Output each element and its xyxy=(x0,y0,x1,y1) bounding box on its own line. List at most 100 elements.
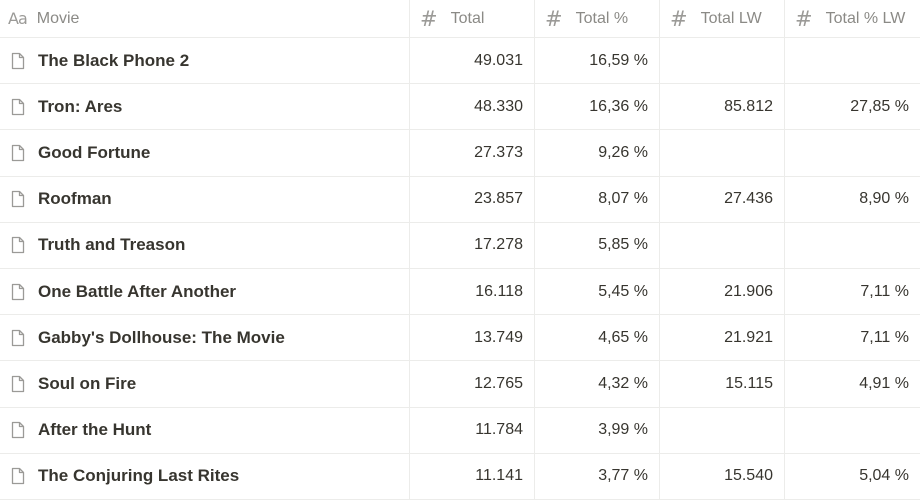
cell-movie[interactable]: Truth and Treason xyxy=(0,222,410,268)
cell-movie[interactable]: Soul on Fire xyxy=(0,361,410,407)
cell-total-pct-lw[interactable] xyxy=(785,38,920,83)
table-row[interactable]: After the Hunt 11.784 3,99 % xyxy=(0,407,920,454)
total-pct-value: 3,77 % xyxy=(598,467,648,485)
total-value: 12.765 xyxy=(474,374,523,392)
table-row[interactable]: Good Fortune 27.373 9,26 % xyxy=(0,130,920,177)
cell-total[interactable]: 11.784 xyxy=(410,407,535,453)
movie-title: Soul on Fire xyxy=(38,373,137,393)
cell-total-pct[interactable]: 3,77 % xyxy=(535,453,660,499)
cell-total-pct-lw[interactable]: 5,04 % xyxy=(785,454,920,499)
cell-total-pct[interactable]: 5,45 % xyxy=(535,268,660,315)
page-icon xyxy=(11,237,25,254)
cell-total-pct-lw[interactable] xyxy=(785,130,920,175)
column-header-label: Total % LW xyxy=(825,9,906,27)
cell-total-lw[interactable]: 85.812 xyxy=(660,84,785,130)
total-value: 11.141 xyxy=(475,467,523,485)
cell-total-lw[interactable] xyxy=(660,130,785,176)
cell-total[interactable]: 49.031 xyxy=(410,38,535,84)
total-lw-value: 21.906 xyxy=(724,282,773,300)
cell-total-lw[interactable] xyxy=(660,38,785,84)
table-body: The Black Phone 2 49.031 16,59 % Tron: Ares… xyxy=(0,38,920,500)
column-header-total-lw[interactable]: # Total LW xyxy=(660,0,785,37)
cell-total-lw[interactable]: 15.540 xyxy=(660,453,785,499)
cell-movie[interactable]: The Black Phone 2 xyxy=(0,38,410,84)
total-value: 13.749 xyxy=(474,328,523,346)
cell-total-pct-lw[interactable] xyxy=(785,223,920,268)
cell-movie[interactable]: The Conjuring Last Rites xyxy=(0,453,410,499)
cell-movie[interactable]: One Battle After Another xyxy=(0,268,410,315)
number-property-icon: # xyxy=(795,6,813,31)
cell-total[interactable]: 23.857 xyxy=(410,176,535,222)
number-property-icon: # xyxy=(545,6,563,31)
cell-total[interactable]: 11.141 xyxy=(410,453,535,499)
cell-total[interactable]: 27.373 xyxy=(410,130,535,176)
cell-total-lw[interactable]: 27.436 xyxy=(660,176,785,222)
total-value: 49.031 xyxy=(474,51,523,69)
table-header: Aa Movie # Total # Total % # Total LW # … xyxy=(0,0,920,38)
cell-total-pct-lw[interactable]: 8,90 % xyxy=(785,177,920,222)
table-row[interactable]: Roofman 23.857 8,07 % 27.436 8,90 % xyxy=(0,176,920,223)
cell-total-lw[interactable] xyxy=(660,222,785,268)
cell-total-pct-lw[interactable]: 7,11 % xyxy=(785,315,920,360)
cell-total[interactable]: 13.749 xyxy=(410,315,535,361)
total-value: 11.784 xyxy=(475,421,523,439)
column-header-movie[interactable]: Aa Movie xyxy=(0,0,410,37)
table-row[interactable]: One Battle After Another 16.118 5,45 % 21.9… xyxy=(0,268,920,316)
text-property-icon: Aa xyxy=(8,9,28,28)
total-pct-value: 3,99 % xyxy=(598,421,648,439)
cell-total-pct[interactable]: 9,26 % xyxy=(535,130,660,176)
table-row[interactable]: The Conjuring Last Rites 11.141 3,77 % 15.5… xyxy=(0,453,920,500)
total-lw-value: 21.921 xyxy=(724,328,773,346)
total-pct-value: 9,26 % xyxy=(598,143,648,161)
table-row[interactable]: Tron: Ares 48.330 16,36 % 85.812 27,85 % xyxy=(0,84,920,131)
cell-total-pct-lw[interactable]: 27,85 % xyxy=(785,84,920,129)
cell-total-lw[interactable]: 15.115 xyxy=(660,361,785,407)
cell-total-lw[interactable]: 21.921 xyxy=(660,315,785,361)
cell-movie[interactable]: Tron: Ares xyxy=(0,84,410,130)
column-header-label: Total % xyxy=(575,9,629,27)
cell-movie[interactable]: After the Hunt xyxy=(0,407,410,453)
cell-total-pct[interactable]: 16,36 % xyxy=(535,84,660,130)
total-pct-value: 8,07 % xyxy=(598,190,648,208)
page-icon xyxy=(11,191,25,208)
page-icon xyxy=(11,421,25,439)
cell-total-pct[interactable]: 8,07 % xyxy=(535,176,660,222)
total-lw-value: 15.115 xyxy=(725,374,773,392)
column-header-total-pct-lw[interactable]: # Total % LW xyxy=(785,0,920,37)
page-icon xyxy=(11,144,25,162)
column-header-label: Movie xyxy=(36,9,80,27)
cell-total-lw[interactable]: 21.906 xyxy=(660,268,785,315)
cell-total-pct[interactable]: 4,32 % xyxy=(535,361,660,407)
movie-title: Roofman xyxy=(38,189,112,209)
total-value: 48.330 xyxy=(474,97,523,115)
cell-total-pct-lw[interactable]: 7,11 % xyxy=(785,269,920,314)
number-property-icon: # xyxy=(670,6,688,31)
cell-total-pct[interactable]: 3,99 % xyxy=(535,407,660,453)
cell-movie[interactable]: Gabby's Dollhouse: The Movie xyxy=(0,315,410,361)
column-header-total-pct[interactable]: # Total % xyxy=(535,0,660,37)
total-pct-lw-value: 7,11 % xyxy=(860,282,909,300)
cell-total[interactable]: 12.765 xyxy=(410,361,535,407)
cell-total-pct[interactable]: 16,59 % xyxy=(535,38,660,84)
total-value: 17.278 xyxy=(474,236,523,254)
cell-total-lw[interactable] xyxy=(660,407,785,453)
table-row[interactable]: Truth and Treason 17.278 5,85 % xyxy=(0,222,920,269)
cell-total-pct[interactable]: 5,85 % xyxy=(535,222,660,268)
cell-movie[interactable]: Good Fortune xyxy=(0,130,410,176)
total-pct-lw-value: 5,04 % xyxy=(859,467,909,485)
cell-total[interactable]: 16.118 xyxy=(410,268,535,315)
table-row[interactable]: The Black Phone 2 49.031 16,59 % xyxy=(0,38,920,85)
table-row[interactable]: Gabby's Dollhouse: The Movie 13.749 4,65 %… xyxy=(0,315,920,362)
movie-title: Good Fortune xyxy=(38,142,151,162)
cell-total-pct-lw[interactable]: 4,91 % xyxy=(785,361,920,406)
column-header-total[interactable]: # Total xyxy=(410,0,535,37)
cell-movie[interactable]: Roofman xyxy=(0,176,410,222)
cell-total[interactable]: 48.330 xyxy=(410,84,535,130)
total-pct-value: 4,65 % xyxy=(598,328,648,346)
total-pct-lw-value: 27,85 % xyxy=(850,97,909,115)
table-row[interactable]: Soul on Fire 12.765 4,32 % 15.115 4,91 % xyxy=(0,361,920,408)
cell-total[interactable]: 17.278 xyxy=(410,222,535,268)
cell-total-pct-lw[interactable] xyxy=(785,408,920,453)
cell-total-pct[interactable]: 4,65 % xyxy=(535,315,660,361)
